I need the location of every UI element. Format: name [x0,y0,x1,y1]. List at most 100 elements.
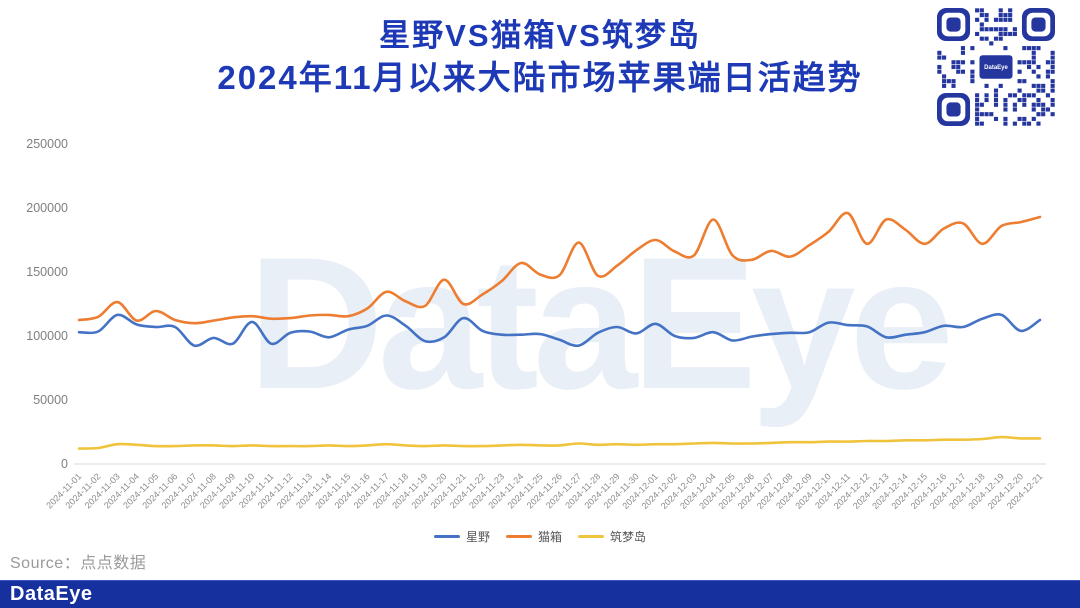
qr-code-pattern: DataEye [937,8,1055,126]
qr-module [1036,83,1041,88]
qr-module [984,97,989,103]
qr-module [984,17,989,22]
qr-module [1031,116,1036,121]
qr-module [937,64,942,70]
qr-module [984,83,989,88]
qr-finder-dot [1031,17,1046,32]
qr-module [1008,8,1013,13]
y-axis-tick-label: 0 [61,457,68,471]
qr-module [1041,107,1046,112]
qr-module [970,69,975,74]
qr-module [1012,31,1017,37]
qr-module [1036,102,1041,107]
qr-module [1003,116,1008,121]
qr-module [993,93,999,98]
qr-module [1036,88,1041,93]
qr-module [1022,93,1027,98]
qr-module [1036,74,1041,79]
page-title: 星野VS猫箱VS筑梦岛 2024年11月以来大陆市场苹果端日活趋势 [0,16,1080,100]
qr-module [1022,102,1027,107]
qr-module [1050,83,1055,88]
qr-center-label: DataEye [984,65,1008,71]
trend-chart: DataEye050000100000150000200000250000202… [26,137,1046,511]
qr-module [1022,79,1027,84]
qr-module [951,64,956,70]
qr-module [993,116,999,121]
chart-legend: 星野 猫箱 筑梦岛 [0,528,1080,545]
qr-module [1003,121,1008,126]
legend-label-xingye: 星野 [465,530,490,544]
page-title-line1: 星野VS猫箱VS筑梦岛 [379,18,701,53]
qr-module [1050,88,1055,93]
qr-module [942,74,947,79]
qr-module [1041,112,1046,117]
qr-module [993,27,999,32]
qr-module [1003,31,1008,37]
qr-module [1031,55,1036,60]
qr-module [1031,83,1036,88]
qr-module [975,97,980,103]
legend-item-maoxiang: 猫箱 [505,528,562,545]
watermark-text: DataEye [248,218,948,428]
qr-module [993,88,999,93]
qr-module [998,17,1003,22]
footer-bar: DataEye [0,580,1080,608]
qr-module [1008,13,1013,18]
qr-module [1003,46,1008,51]
qr-module [960,60,966,65]
qr-center-logo [979,55,1013,79]
qr-module [942,83,947,88]
qr-module [970,46,975,51]
qr-module [1003,13,1008,18]
qr-module [1022,121,1027,126]
qr-module [984,36,989,41]
qr-module [956,60,961,65]
qr-module [1031,60,1036,65]
qr-module [975,112,980,117]
qr-module [937,50,942,55]
legend-swatch-zhumengdao [578,535,604,538]
qr-module [984,13,989,18]
qr-module [998,27,1003,32]
qr-module [970,60,975,65]
qr-module [1012,27,1017,32]
legend-item-zhumengdao: 筑梦岛 [578,528,646,545]
qr-module [1041,102,1046,107]
legend-label-zhumengdao: 筑梦岛 [610,530,647,544]
qr-module [1031,107,1036,112]
qr-module [979,13,984,18]
qr-module [989,41,994,46]
qr-module [1008,17,1013,22]
qr-module [1045,74,1050,79]
qr-module [1026,64,1032,70]
qr-module [1031,46,1036,51]
qr-module [1045,107,1050,112]
qr-module [942,79,947,84]
qr-module [937,55,942,60]
qr-module [970,79,975,84]
qr-module [1008,93,1013,98]
qr-module [1012,121,1017,126]
qr-module [1031,50,1036,55]
qr-module [1045,60,1050,65]
qr-module [975,121,980,126]
qr-module [1050,55,1055,60]
qr-module [1036,121,1041,126]
qr-module [1022,60,1027,65]
qr-module [1003,27,1008,32]
qr-module [1017,88,1022,93]
qr-module [942,55,947,60]
qr-module [937,69,942,74]
qr-module [1050,60,1055,65]
qr-module [984,27,989,32]
qr-module [993,36,999,41]
y-axis-tick-label: 100000 [26,329,68,343]
qr-module [1050,69,1055,74]
qr-module [956,69,961,74]
qr-module [1017,116,1022,121]
qr-module [1003,17,1008,22]
qr-module [1050,64,1055,70]
y-axis-tick-label: 250000 [26,137,68,151]
qr-module [1026,60,1032,65]
